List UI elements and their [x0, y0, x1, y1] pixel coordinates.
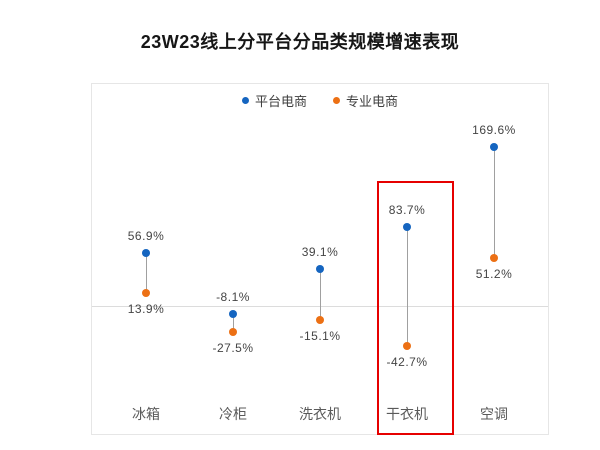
- category-label: 冷柜: [219, 406, 247, 422]
- dumbbell-connector: [494, 146, 495, 258]
- platform-dot[interactable]: [229, 309, 237, 318]
- platform-value-label: -8.1%: [216, 289, 250, 304]
- professional-value-label: -42.7%: [386, 355, 428, 370]
- professional-dot[interactable]: [142, 288, 150, 297]
- dumbbell-connector: [407, 227, 408, 347]
- chart-title: 23W23线上分平台分品类规模增速表现: [140, 32, 460, 52]
- legend-dot-icon: [333, 96, 340, 104]
- professional-dot[interactable]: [229, 327, 237, 336]
- legend-dot-icon: [241, 96, 249, 104]
- platform-value-label: 169.6%: [472, 122, 516, 137]
- legend-item[interactable]: 专业电商: [333, 91, 398, 110]
- professional-dot[interactable]: [403, 342, 411, 351]
- legend: 平台电商 专业电商: [92, 91, 548, 109]
- category-label: 冰箱: [132, 406, 160, 422]
- plot-area: 平台电商 专业电商 56.9% 13.9% -8.1% -27.5% 39.1% -15.1…: [91, 83, 549, 435]
- professional-value-label: 51.2%: [475, 266, 513, 281]
- professional-value-label: -27.5%: [212, 340, 254, 355]
- platform-dot[interactable]: [403, 223, 411, 232]
- professional-dot[interactable]: [490, 253, 498, 262]
- dumbbell-connector: [233, 313, 234, 332]
- platform-value-label: 56.9%: [127, 228, 165, 243]
- dumbbell-connector: [320, 269, 321, 321]
- platform-value-label: 39.1%: [301, 245, 339, 260]
- category-label: 洗衣机: [299, 406, 341, 422]
- legend-item[interactable]: 平台电商: [241, 91, 307, 110]
- professional-value-label: -15.1%: [299, 329, 341, 344]
- professional-dot[interactable]: [316, 316, 324, 325]
- legend-label: 专业电商: [346, 93, 399, 109]
- category-label: 干衣机: [386, 406, 428, 422]
- legend-label: 平台电商: [254, 93, 307, 109]
- platform-dot[interactable]: [316, 265, 324, 274]
- professional-value-label: 13.9%: [127, 301, 165, 316]
- dumbbell-connector: [146, 252, 147, 293]
- category-label: 空调: [480, 406, 508, 422]
- platform-value-label: 83.7%: [388, 203, 426, 218]
- platform-dot[interactable]: [142, 248, 150, 257]
- platform-dot[interactable]: [490, 142, 498, 151]
- highlight-rectangle: [377, 181, 454, 435]
